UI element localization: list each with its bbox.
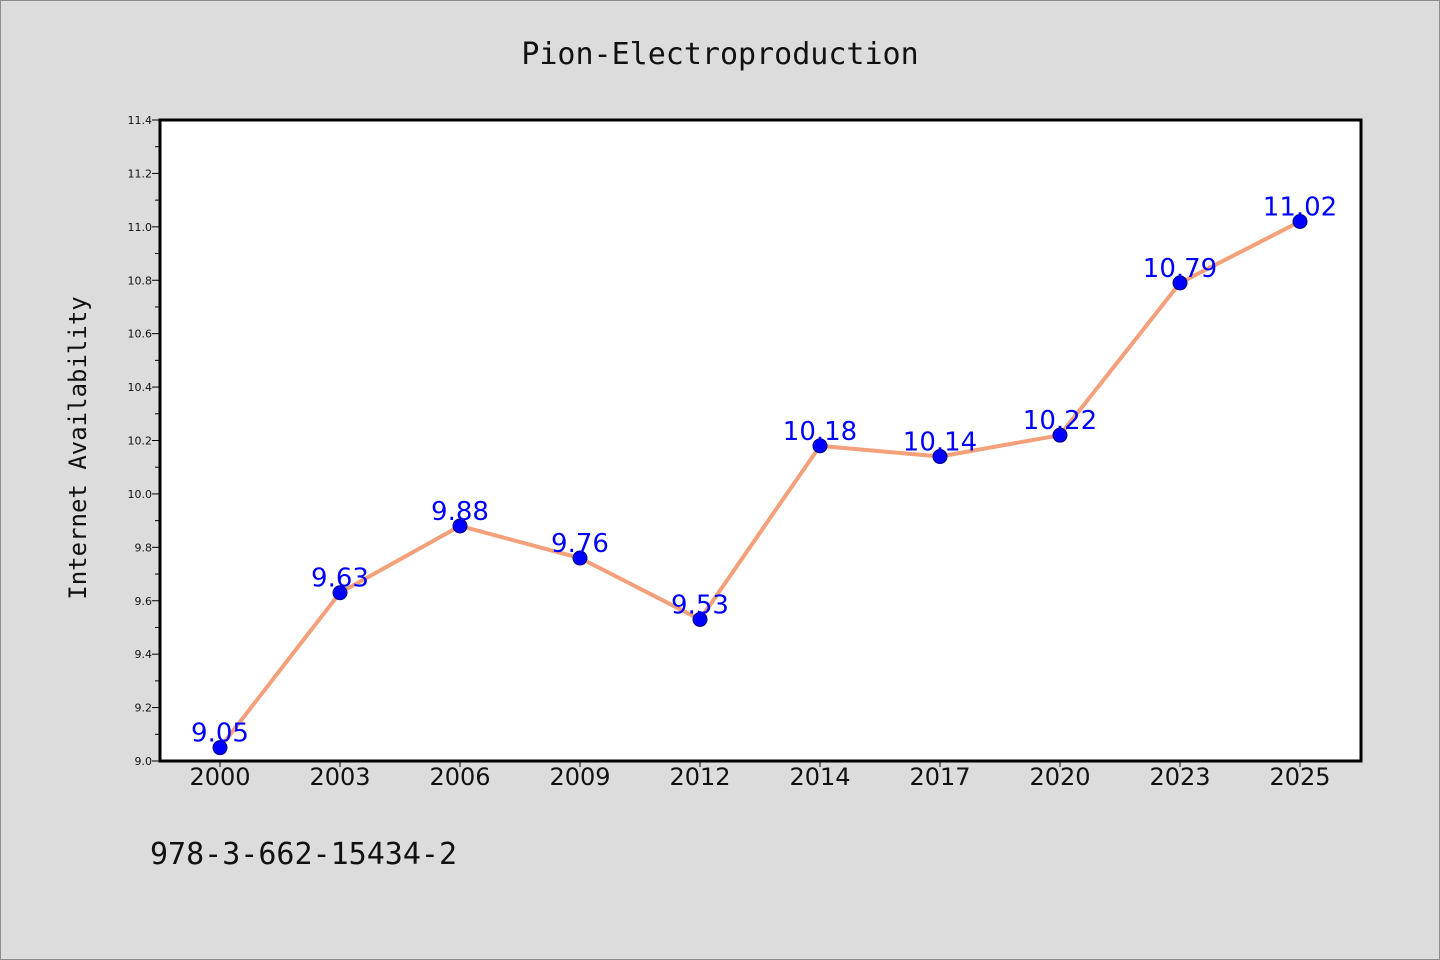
data-point-marker [932,449,948,465]
data-point-marker [212,740,228,756]
y-tick-label: 11.4 [128,114,153,127]
data-point-label: 9.88 [431,497,489,527]
data-label-group: 9.05 9.63 9.88 9.76 9.53 10.18 10.14 10.22 10.79… [191,192,1337,748]
x-tick-label: 2000 [189,763,250,791]
x-tick-label: 2014 [789,763,850,791]
data-point-label: 10.18 [783,417,857,447]
x-tick-label: 2023 [1149,763,1210,791]
y-tick-label: 10.2 [128,435,153,448]
x-tick-label: 2006 [429,763,490,791]
y-tick-label: 9.6 [135,595,153,608]
x-tick-label: 2025 [1269,763,1330,791]
x-tick-label: 2012 [669,763,730,791]
y-tick-label: 10.6 [128,328,153,341]
data-point-marker [572,550,588,566]
x-tick-label: 2003 [309,763,370,791]
y-tick-label: 10.0 [128,488,153,501]
data-point-label: 9.63 [311,564,369,594]
data-point-label: 10.22 [1023,406,1097,436]
series-line-group [218,219,1302,750]
y-tick-label: 9.4 [135,648,153,661]
y-tick-label: 9.0 [135,755,153,768]
data-point-marker [452,518,468,534]
y-tick-label: 9.8 [135,541,153,554]
data-point-marker [332,585,348,601]
x-tick-label: 2020 [1029,763,1090,791]
data-point-label: 9.76 [551,529,609,559]
data-point-label: 11.02 [1263,192,1337,222]
y-axis: 9.0 9.2 9.4 9.6 9.8 10.0 10.2 10.4 10.6 10.8 11.0 1… [128,114,160,768]
y-axis-label: Internet Availability [64,296,92,599]
y-tick-label: 11.0 [128,221,153,234]
data-point-label: 9.05 [191,719,249,749]
data-point-label: 10.14 [903,428,977,458]
marker-group [212,213,1308,756]
data-point-marker [812,438,828,454]
data-point-marker [692,611,708,627]
data-point-marker [1052,427,1068,443]
y-tick-label: 9.2 [135,702,153,715]
y-tick-label: 10.8 [128,274,153,287]
data-point-marker [1292,213,1308,229]
x-tick-label: 2017 [909,763,970,791]
data-point-marker [1172,275,1188,291]
footer-code: 978-3-662-15434-2 [150,837,457,872]
data-point-label: 10.79 [1143,254,1217,284]
y-tick-label: 11.2 [128,167,153,180]
x-tick-label: 2009 [549,763,610,791]
y-tick-label: 10.4 [128,381,153,394]
plot-area [158,118,1363,763]
chart-title: Pion-Electroproduction [521,37,918,72]
data-point-label: 9.53 [671,590,729,620]
series-line [218,219,1302,750]
x-axis: 2000 2003 2006 2009 2012 2014 2017 2020 2023 2025 [189,761,1331,791]
